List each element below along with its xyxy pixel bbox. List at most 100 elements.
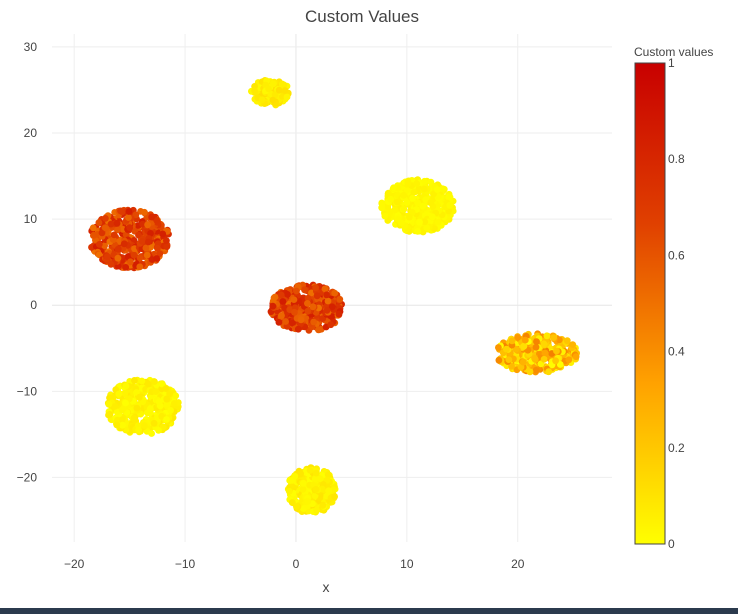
- scatter-points: [88, 77, 580, 516]
- scatter-point: [119, 421, 126, 429]
- scatter-point: [313, 506, 320, 514]
- scatter-point: [98, 229, 106, 237]
- scatter-point: [313, 292, 321, 300]
- scatter-point: [271, 91, 279, 99]
- scatter-point: [321, 285, 329, 293]
- x-axis-ticks: −20 −10 0 10 20: [64, 557, 525, 571]
- scatter-point: [409, 194, 416, 202]
- scatter-point: [126, 258, 134, 266]
- scatter-point: [378, 204, 386, 212]
- scatter-point: [301, 286, 308, 294]
- scatter-point: [114, 245, 122, 253]
- scatter-point: [572, 353, 580, 361]
- scatter-point: [131, 377, 138, 384]
- scatter-point: [154, 245, 161, 252]
- scatter-point: [107, 261, 115, 268]
- scatter-point: [422, 196, 430, 204]
- scatter-point: [125, 208, 133, 215]
- y-tick-label: 10: [24, 212, 38, 226]
- scatter-point: [327, 321, 335, 329]
- scatter-point: [130, 414, 138, 422]
- scatter-point: [423, 224, 431, 232]
- scatter-point: [141, 208, 148, 216]
- scatter-point: [304, 498, 312, 505]
- scatter-point: [505, 356, 513, 363]
- scatter-point: [312, 469, 320, 477]
- scatter-point: [421, 218, 429, 226]
- scatter-point: [299, 485, 307, 493]
- scatter-point: [251, 87, 258, 95]
- scatter-point: [495, 356, 503, 364]
- scatter-point: [304, 307, 312, 315]
- scatter-point: [311, 475, 319, 483]
- scatter-point: [284, 291, 291, 298]
- scatter-point: [150, 419, 158, 427]
- window-bottom-edge: [0, 608, 738, 614]
- scatter-point: [145, 238, 152, 246]
- scatter-point: [105, 400, 113, 408]
- scatter-point: [563, 337, 571, 345]
- scatter-point: [95, 219, 103, 227]
- scatter-point: [290, 296, 298, 303]
- scatter-point: [119, 208, 126, 216]
- scatter-point: [158, 412, 166, 420]
- scatter-point: [277, 291, 285, 299]
- scatter-point: [275, 319, 283, 326]
- colorbar-tick-label: 1: [668, 56, 675, 70]
- scatter-point: [416, 218, 423, 226]
- scatter-point: [156, 250, 164, 257]
- scatter-point: [142, 244, 150, 252]
- scatter-point: [495, 344, 502, 351]
- scatter-point: [285, 487, 293, 495]
- scatter-point: [269, 80, 277, 88]
- scatter-point: [446, 201, 454, 209]
- scatter-point: [113, 219, 121, 227]
- scatter-point: [556, 361, 564, 368]
- scatter-point: [90, 231, 98, 239]
- scatter-point: [445, 193, 453, 201]
- scatter-point: [163, 400, 171, 408]
- scatter-point: [159, 230, 167, 238]
- scatter-point: [390, 184, 397, 192]
- y-tick-label: 20: [24, 126, 38, 140]
- scatter-point: [275, 86, 283, 94]
- scatter-point: [319, 502, 327, 509]
- scatter-point: [434, 186, 441, 194]
- scatter-point: [133, 404, 141, 412]
- scatter-point: [297, 316, 305, 324]
- scatter-point: [281, 87, 289, 94]
- scatter-point: [541, 349, 549, 357]
- scatter-point: [163, 237, 170, 245]
- scatter-point: [110, 231, 118, 239]
- grid-lines: [52, 34, 612, 542]
- scatter-point: [107, 220, 115, 228]
- colorbar-ticks: 0 0.2 0.4 0.6 0.8 1: [668, 56, 685, 551]
- scatter-point: [136, 254, 144, 262]
- scatter-point: [540, 340, 548, 348]
- scatter-point: [282, 318, 289, 325]
- scatter-point: [545, 368, 553, 376]
- scatter-point: [312, 485, 320, 493]
- scatter-point: [540, 355, 548, 363]
- scatter-point: [304, 300, 311, 307]
- colorbar-tick-label: 0.6: [668, 248, 685, 262]
- scatter-point: [109, 394, 117, 402]
- scatter-point: [101, 242, 108, 250]
- scatter-point: [162, 385, 170, 392]
- colorbar-tick-label: 0.2: [668, 441, 685, 455]
- scatter-point: [336, 295, 344, 303]
- scatter-point: [278, 80, 286, 88]
- scatter-point: [141, 422, 148, 429]
- scatter-point: [102, 215, 109, 222]
- scatter-point: [520, 358, 527, 366]
- scatter-point: [269, 297, 277, 305]
- scatter-point: [258, 96, 266, 104]
- scatter-point: [153, 217, 161, 224]
- scatter-point: [281, 304, 288, 312]
- scatter-point: [421, 177, 428, 185]
- scatter-point: [122, 264, 130, 271]
- scatter-point: [508, 337, 516, 345]
- scatter-point: [135, 231, 142, 239]
- scatter-point: [155, 398, 163, 406]
